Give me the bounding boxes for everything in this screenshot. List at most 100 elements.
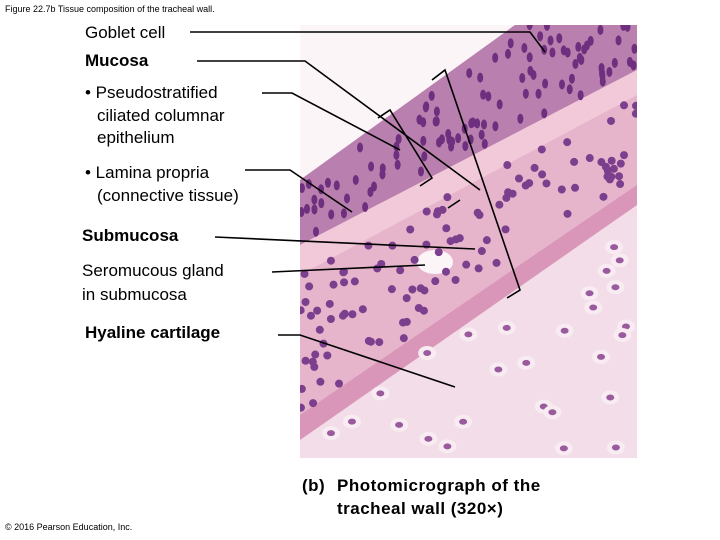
nucleus bbox=[300, 269, 309, 278]
nucleus bbox=[364, 241, 373, 250]
nucleus bbox=[402, 294, 411, 303]
nucleus bbox=[597, 158, 606, 167]
chondrocyte bbox=[606, 394, 615, 401]
nucleus bbox=[481, 119, 488, 130]
chondrocyte bbox=[502, 324, 511, 331]
chondrocyte bbox=[423, 349, 432, 356]
nucleus bbox=[496, 99, 503, 110]
nucleus bbox=[422, 102, 429, 113]
nucleus bbox=[371, 181, 378, 192]
nucleus bbox=[420, 117, 427, 128]
nucleus bbox=[620, 151, 629, 160]
nucleus bbox=[455, 133, 462, 144]
caption: tracheal wall (320×) bbox=[337, 499, 503, 518]
leader-line bbox=[190, 31, 546, 53]
perichondrium bbox=[300, 185, 637, 440]
nucleus bbox=[312, 226, 319, 237]
nucleus bbox=[466, 68, 473, 79]
nucleus bbox=[398, 318, 407, 327]
nucleus bbox=[329, 280, 338, 289]
nucleus bbox=[375, 338, 384, 347]
nucleus bbox=[313, 306, 322, 315]
nucleus bbox=[603, 166, 612, 175]
nucleus bbox=[455, 234, 464, 243]
nucleus bbox=[606, 66, 613, 77]
nucleus bbox=[451, 276, 460, 285]
nucleus bbox=[620, 101, 629, 110]
nucleus bbox=[538, 170, 547, 179]
nucleus bbox=[326, 256, 335, 265]
nucleus bbox=[504, 188, 513, 197]
bracket bbox=[447, 199, 461, 209]
nucleus bbox=[396, 266, 405, 275]
nucleus bbox=[446, 237, 455, 246]
nucleus bbox=[300, 384, 306, 393]
nucleus bbox=[406, 225, 415, 234]
nucleus bbox=[316, 377, 325, 386]
chondrocyte bbox=[347, 418, 356, 425]
copyright: © 2016 Pearson Education, Inc. bbox=[5, 522, 132, 532]
nucleus bbox=[357, 142, 364, 153]
nucleus bbox=[598, 62, 605, 73]
nucleus bbox=[323, 351, 332, 360]
leader-line bbox=[245, 169, 353, 213]
nucleus bbox=[615, 35, 622, 46]
nucleus bbox=[340, 278, 349, 287]
nucleus bbox=[503, 161, 512, 170]
leader-line bbox=[197, 60, 481, 191]
chondrocyte bbox=[611, 444, 620, 451]
nucleus bbox=[477, 247, 486, 256]
nucleus bbox=[631, 109, 637, 118]
nucleus bbox=[362, 202, 369, 213]
nucleus bbox=[428, 90, 435, 101]
nucleus bbox=[547, 35, 554, 46]
nucleus bbox=[432, 116, 439, 127]
nucleus bbox=[607, 156, 616, 165]
nucleus bbox=[364, 336, 373, 345]
nucleus bbox=[301, 356, 310, 365]
nucleus bbox=[616, 180, 625, 189]
nucleus bbox=[438, 134, 445, 145]
nucleus bbox=[301, 297, 310, 306]
nucleus bbox=[537, 145, 546, 154]
chondrocyte bbox=[376, 390, 385, 397]
nucleus bbox=[408, 285, 417, 294]
nucleus bbox=[583, 40, 590, 51]
micrograph bbox=[300, 25, 637, 458]
nucleus bbox=[309, 399, 318, 408]
chondrocyte bbox=[548, 409, 557, 416]
chondrocyte bbox=[615, 257, 624, 264]
nucleus bbox=[575, 41, 582, 52]
nucleus bbox=[599, 76, 606, 87]
leader-line bbox=[278, 334, 456, 388]
nucleus bbox=[514, 174, 523, 183]
nucleus bbox=[443, 193, 452, 202]
chondrocyte bbox=[618, 332, 627, 339]
label: Goblet cell bbox=[85, 23, 165, 42]
nucleus bbox=[305, 282, 314, 291]
chondrocyte bbox=[611, 284, 620, 291]
nucleus bbox=[324, 177, 331, 188]
nucleus bbox=[631, 43, 637, 54]
nucleus bbox=[474, 264, 483, 273]
nucleus bbox=[568, 73, 575, 84]
nucleus bbox=[300, 306, 305, 315]
nucleus bbox=[393, 149, 400, 160]
nucleus bbox=[626, 56, 633, 67]
leader-line bbox=[271, 264, 426, 273]
nucleus bbox=[495, 200, 504, 209]
chondrocyte bbox=[424, 435, 433, 442]
nucleus bbox=[475, 211, 484, 220]
nucleus bbox=[526, 25, 533, 31]
label: • Pseudostratified bbox=[85, 83, 218, 102]
nucleus bbox=[300, 183, 305, 194]
chondrocyte bbox=[560, 327, 569, 334]
nucleus bbox=[480, 89, 487, 100]
chondrocyte bbox=[589, 304, 598, 311]
nucleus bbox=[577, 90, 584, 101]
nucleus bbox=[585, 154, 594, 163]
nucleus bbox=[632, 101, 637, 110]
nucleus bbox=[311, 350, 320, 359]
chondrocyte bbox=[459, 418, 468, 425]
nucleus bbox=[492, 52, 499, 63]
